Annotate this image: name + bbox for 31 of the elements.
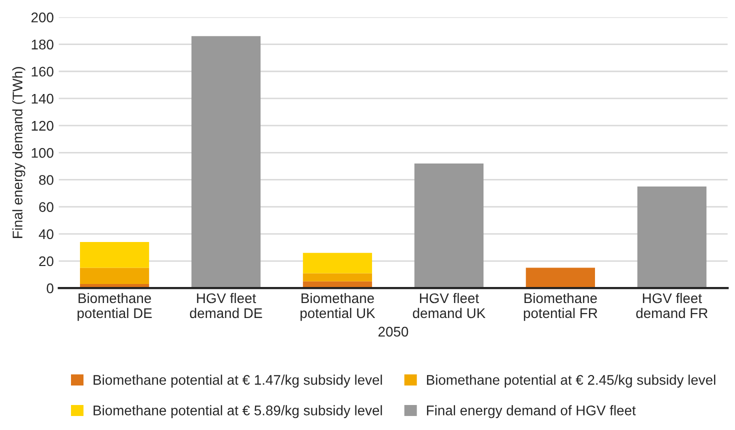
legend-label: Biomethane potential at € 1.47/kg subsidy level <box>94 374 382 388</box>
y-tick-label: 140 <box>32 94 54 104</box>
y-tick-label: 0 <box>46 283 54 294</box>
y-tick-label: 80 <box>39 175 54 185</box>
y-tick-label: 120 <box>32 120 54 131</box>
bar <box>526 268 595 288</box>
y-axis-title: Final energy demand (TWh) <box>12 67 26 238</box>
bar <box>80 242 150 268</box>
y-tick-label: 100 <box>32 148 54 158</box>
y-tick-label: 60 <box>39 202 54 212</box>
y-tick-label: 40 <box>38 229 54 240</box>
x-axis-title: 2050 <box>378 326 408 337</box>
bar <box>414 163 484 288</box>
bar <box>637 186 706 288</box>
y-tick-label: 200 <box>31 12 54 22</box>
x-tick-label: Biomethane potential UK <box>300 292 376 321</box>
x-tick-label: HGV fleet demand UK <box>412 292 486 318</box>
y-tick-label: 160 <box>32 66 54 77</box>
y-tick-label: 180 <box>32 40 54 50</box>
x-tick-label: Biomethane potential DE <box>78 292 152 321</box>
bar <box>302 273 372 282</box>
legend-label: Biomethane potential at € 5.89/kg subsidy level <box>94 405 382 418</box>
bar <box>80 268 150 284</box>
x-tick-label: Biomethane potential FR <box>524 292 598 321</box>
legend-label: Biomethane potential at € 2.45/kg subsidy level <box>427 374 716 388</box>
bar <box>191 36 261 288</box>
bar <box>302 252 372 274</box>
x-tick-label: HGV fleet demand FR <box>636 292 708 318</box>
x-tick-label: HGV fleet demand DE <box>190 292 262 318</box>
legend-label: Final energy demand of HGV fleet <box>427 405 636 418</box>
y-tick-label: 20 <box>39 256 54 266</box>
